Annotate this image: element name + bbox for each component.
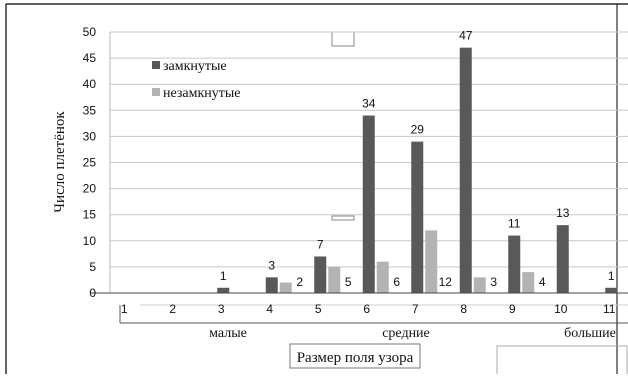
x-tick-label: 3	[218, 302, 225, 316]
x-tick-label: 5	[315, 302, 322, 316]
bar-open-6	[376, 261, 389, 293]
bar-closed-10	[556, 225, 569, 293]
bar-closed-3	[217, 287, 230, 293]
y-tick-label: 45	[83, 51, 97, 65]
y-tick-label: 20	[83, 182, 97, 196]
data-label: 29	[411, 123, 425, 137]
data-label: 11	[508, 217, 521, 231]
bar-closed-4	[265, 277, 278, 293]
x-tick-label: 2	[169, 302, 176, 316]
x-tick-label: 10	[554, 302, 568, 316]
group-label: средние	[382, 326, 430, 341]
bar-closed-6	[362, 115, 375, 294]
x-tick-label: 4	[266, 302, 273, 316]
bar-open-5	[328, 266, 341, 293]
data-label: 7	[317, 237, 324, 251]
data-label: 13	[556, 206, 570, 220]
x-tick-label: 11	[603, 302, 616, 316]
y-tick-label: 35	[83, 103, 97, 117]
data-label: 2	[296, 275, 303, 289]
legend-label: незамкнутые	[163, 86, 241, 101]
bar-closed-5	[314, 256, 327, 293]
y-tick-label: 5	[89, 260, 96, 274]
x-tick-label: 1	[121, 302, 128, 316]
data-label: 47	[459, 29, 473, 43]
group-label: большие	[564, 326, 616, 341]
y-tick-label: 0	[89, 286, 96, 300]
x-tick-label: 9	[509, 302, 516, 316]
bar-open-9	[522, 272, 535, 293]
bar-closed-7	[411, 141, 424, 293]
empty-box	[496, 345, 628, 377]
data-label: 6	[393, 275, 400, 289]
data-label: 34	[362, 97, 376, 111]
bar-closed-11	[605, 287, 618, 293]
y-axis-title: Число плетёнок	[52, 111, 68, 213]
bar-open-7	[425, 230, 438, 293]
legend-swatch	[152, 61, 160, 69]
bar-closed-9	[508, 235, 521, 293]
x-tick-label: 7	[412, 302, 419, 316]
y-tick-label: 40	[83, 77, 97, 91]
group-label: малые	[209, 326, 247, 341]
legend: замкнутые незамкнутые	[152, 59, 241, 101]
y-tick-label: 25	[83, 156, 97, 170]
x-tick-label: 8	[460, 302, 467, 316]
bar-open-4	[279, 282, 292, 293]
bars	[217, 47, 618, 294]
data-label: 3	[490, 275, 497, 289]
empty-box	[331, 215, 355, 221]
y-tick-label: 10	[83, 234, 97, 248]
x-tick-label: 6	[363, 302, 370, 316]
data-label: 1	[220, 269, 227, 283]
data-label: 12	[439, 275, 453, 289]
x-axis-title-box	[289, 343, 421, 369]
legend-label: замкнутые	[163, 59, 227, 74]
data-label: 1	[608, 269, 615, 283]
data-label: 4	[539, 275, 546, 289]
data-label: 3	[268, 258, 275, 272]
bar-closed-8	[459, 47, 472, 293]
x-axis-title: Размер поля узора	[297, 350, 414, 366]
empty-box	[331, 31, 355, 47]
y-tick-label: 30	[83, 129, 97, 143]
bar-open-8	[473, 277, 486, 293]
legend-swatch	[152, 88, 160, 96]
y-tick-label: 50	[83, 25, 97, 39]
data-label: 5	[345, 275, 352, 289]
y-tick-label: 15	[83, 208, 97, 222]
